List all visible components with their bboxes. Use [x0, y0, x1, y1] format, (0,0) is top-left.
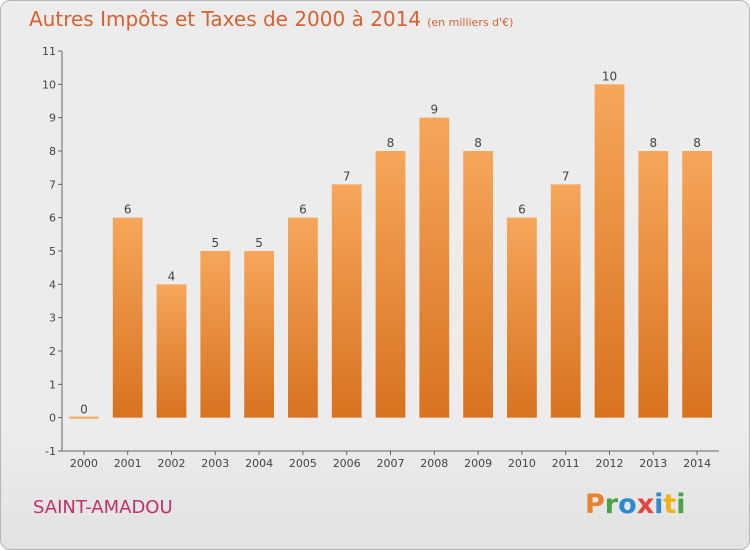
- x-tick-label: 2012: [596, 457, 624, 470]
- y-tick-label: 7: [49, 178, 56, 191]
- bar: [507, 217, 537, 418]
- bar: [112, 217, 143, 418]
- bar-value-label: 10: [602, 69, 617, 83]
- bar: [594, 84, 625, 418]
- y-tick-label: -1: [45, 445, 56, 458]
- bar-value-label: 6: [124, 203, 132, 217]
- bar-value-label: 8: [693, 136, 701, 150]
- bar: [331, 184, 362, 418]
- x-tick-label: 2002: [158, 457, 186, 470]
- y-tick-label: 1: [49, 378, 56, 391]
- y-tick-label: 8: [49, 145, 56, 158]
- brand-letter: x: [636, 489, 655, 520]
- brand-letter: t: [663, 489, 677, 520]
- title-unit: (en milliers d'€): [427, 16, 514, 29]
- bar-value-label: 5: [211, 236, 219, 250]
- bar: [288, 217, 318, 418]
- brand-letter: r: [604, 489, 619, 520]
- x-tick-label: 2004: [245, 457, 273, 470]
- value-labels: 0 6 4 5 5 6 7 8 9 8 6 7 10 8 8: [80, 69, 701, 416]
- x-tick-label: 2005: [289, 457, 317, 470]
- brand-letter: o: [618, 489, 637, 520]
- bar-value-label: 6: [299, 203, 307, 217]
- x-tick-label: 2007: [377, 457, 405, 470]
- y-tick-label: 5: [49, 245, 56, 258]
- x-tick-label: 2011: [552, 457, 580, 470]
- bar: [419, 117, 450, 418]
- x-tick-label: 2008: [420, 457, 448, 470]
- y-tick-label: 3: [49, 312, 56, 325]
- x-tick-label: 2010: [508, 457, 536, 470]
- brand-letter: i: [676, 489, 686, 520]
- y-tick-label: 11: [42, 45, 56, 58]
- bar: [375, 151, 406, 418]
- bar-value-label: 5: [255, 236, 263, 250]
- bar-value-label: 0: [80, 403, 88, 417]
- bar-value-label: 7: [343, 169, 351, 183]
- bar-value-label: 9: [430, 103, 438, 117]
- bar: [550, 184, 581, 418]
- brand-letter: P: [585, 489, 605, 520]
- y-tick-label: 10: [42, 78, 56, 91]
- commune-name: SAINT-AMADOU: [33, 497, 173, 518]
- x-tick-label: 2006: [333, 457, 361, 470]
- bar-value-label: 6: [518, 203, 526, 217]
- y-tick-label: 9: [49, 112, 56, 125]
- bar: [463, 151, 493, 418]
- bars: [69, 84, 712, 419]
- bar-value-label: 8: [474, 136, 482, 150]
- y-tick-label: 2: [49, 345, 56, 358]
- bar-value-label: 8: [387, 136, 395, 150]
- bar: [200, 251, 231, 418]
- y-tick-label: 0: [49, 412, 56, 425]
- brand-letter: i: [654, 489, 664, 520]
- x-tick-label: 2000: [70, 457, 98, 470]
- bar: [156, 284, 187, 418]
- bar-value-label: 8: [649, 136, 657, 150]
- axes: -1 0 1 2 3 4 5 6 7 8 9 10 11 2000 2001 2002 2003 2004 2005…: [42, 45, 719, 470]
- y-tick-label: 6: [49, 212, 56, 225]
- bar: [682, 151, 712, 418]
- chart-title: Autres Impôts et Taxes de 2000 à 2014 (en…: [29, 7, 513, 31]
- bar-value-label: 4: [168, 269, 176, 283]
- x-tick-label: 2013: [639, 457, 667, 470]
- x-tick-label: 2003: [201, 457, 229, 470]
- title-text: Autres Impôts et Taxes de 2000 à 2014: [29, 7, 422, 31]
- bar: [638, 151, 669, 418]
- x-tick-label: 2001: [114, 457, 142, 470]
- proxiti-logo[interactable]: Proxiti: [585, 489, 686, 520]
- x-tick-label: 2014: [683, 457, 711, 470]
- bar: [244, 251, 274, 418]
- y-tick-label: 4: [49, 278, 56, 291]
- bar-value-label: 7: [562, 169, 570, 183]
- x-tick-label: 2009: [464, 457, 492, 470]
